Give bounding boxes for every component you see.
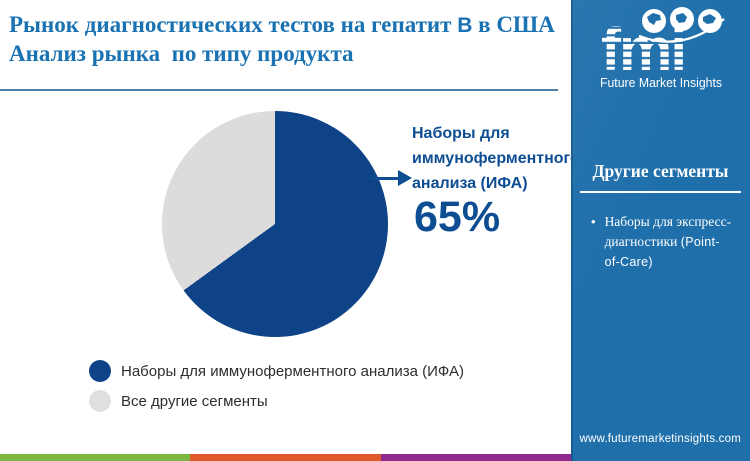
legend-marker-others [89, 390, 111, 412]
globe-icons [641, 7, 722, 33]
sidebar: fmi Future Market Insights Другие сегмен… [571, 0, 750, 461]
stripe-green [0, 454, 191, 461]
pie-slice-label-line: Наборы для [412, 125, 510, 142]
stripe-orange [190, 454, 381, 461]
pie-slice-label-line: анализа (ИФА) [412, 175, 528, 192]
page-title: Рынок диагностических тестов на гепатит … [9, 11, 555, 68]
logo-text: fmi [601, 16, 685, 83]
legend-item: Наборы для иммуноферментного анализа (ИФ… [89, 356, 464, 386]
bullet-icon: • [591, 214, 596, 229]
legend-marker-elisa [89, 360, 111, 382]
fmi-logo: fmi Future Market Insights [600, 7, 725, 90]
logo-tagline: Future Market Insights [600, 76, 722, 90]
footer-color-stripe [0, 454, 571, 461]
sidebar-heading: Другие сегменты [592, 161, 729, 181]
pie-chart [162, 111, 388, 337]
stripe-purple [380, 454, 571, 461]
sidebar-bullet-list: • Наборы для экспресс-диагностики (Point… [591, 212, 744, 272]
list-item: • Наборы для экспресс-диагностики (Point… [591, 212, 744, 272]
heading-underline [580, 191, 741, 193]
website-link[interactable]: www.futuremarketinsights.com [579, 433, 741, 445]
pie-slice-label: Наборы для иммуноферментного анализа (ИФ… [412, 121, 580, 196]
bullet-text: Наборы для экспресс-диагностики (Point-o… [604, 214, 732, 269]
pie-slice-value: 65% [414, 193, 501, 241]
header-divider [0, 89, 558, 91]
title-line2: Анализ рынка по типу продукта [9, 41, 354, 66]
legend-label: Все другие сегменты [121, 392, 268, 410]
callout-leader-line [370, 177, 401, 180]
legend-label: Наборы для иммуноферментного анализа (ИФ… [121, 362, 464, 380]
pie-slice-label-line: иммуноферментного [412, 150, 580, 167]
chart-legend: Наборы для иммуноферментного анализа (ИФ… [89, 356, 464, 416]
legend-item: Все другие сегменты [89, 386, 464, 416]
title-line1: Рынок диагностических тестов на гепатит … [9, 12, 555, 37]
callout-arrow-icon [398, 170, 412, 186]
title-letter-b: B [457, 14, 473, 37]
bullet-text-latin: (Point-of-Care) [604, 235, 720, 269]
